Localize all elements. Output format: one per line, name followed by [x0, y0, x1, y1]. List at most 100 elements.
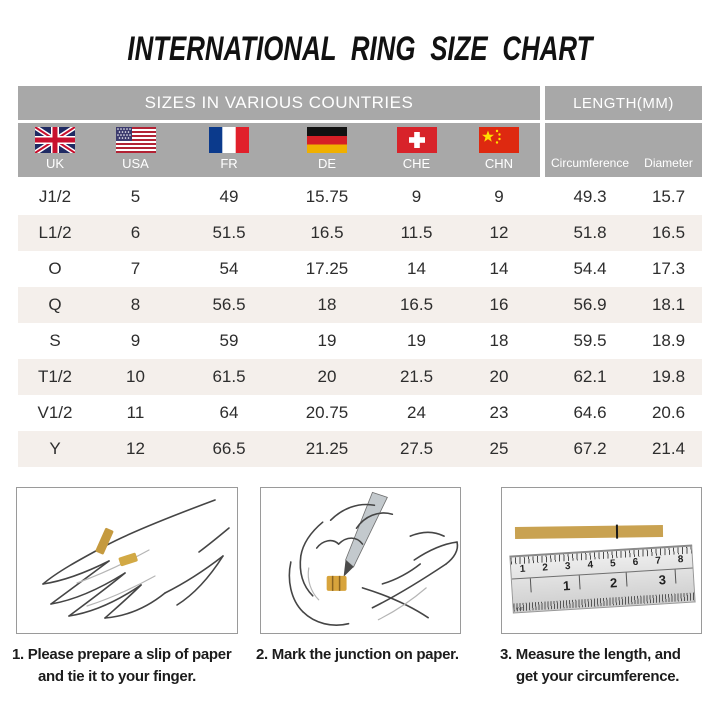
cell-fr: 51.5	[212, 223, 246, 242]
cell-diameter: 15.7	[651, 187, 686, 206]
cell-circumference: 62.1	[573, 367, 607, 386]
column-label-de: DE	[317, 156, 337, 171]
step2-caption: 2. Mark the junction on paper.	[256, 646, 459, 663]
cell-diameter: 18.1	[651, 295, 686, 314]
paper-strip-with-mark	[514, 524, 664, 540]
cell-fr: 64	[219, 403, 239, 422]
cell-circumference: 49.3	[573, 187, 607, 206]
cell-de: 16.5	[310, 223, 344, 242]
ruler-cm-number: 7	[654, 555, 662, 567]
cell-che: 21.5	[399, 367, 434, 386]
cell-fr: 61.5	[212, 367, 246, 386]
cell-che: 9	[411, 187, 422, 206]
length-columns-strip: Circumference Diameter	[545, 123, 702, 177]
cell-circumference: 67.2	[573, 439, 607, 458]
cell-de: 15.75	[305, 187, 349, 206]
column-label-circumference: Circumference	[550, 156, 630, 170]
column-header-usa: USA	[92, 123, 179, 177]
cell-diameter: 18.9	[651, 331, 686, 350]
cell-diameter: 17.3	[651, 259, 686, 278]
column-label-usa: USA	[122, 156, 149, 171]
cell-usa: 9	[130, 331, 141, 350]
page-title-wrap: INTERNATIONAL RING SIZE CHART	[0, 30, 720, 69]
cell-chn: 12	[489, 223, 509, 242]
cell-diameter: 21.4	[651, 439, 686, 458]
cell-fr: 49	[219, 187, 239, 206]
page-title: INTERNATIONAL RING SIZE CHART	[127, 30, 593, 68]
pencil-tip	[343, 560, 354, 577]
ruler-cm-number: 5	[609, 558, 617, 570]
cell-usa: 5	[130, 187, 141, 206]
cell-de: 19	[317, 331, 337, 350]
paper-strip-end	[118, 552, 138, 567]
cell-usa: 10	[126, 367, 145, 386]
cell-chn: 14	[489, 259, 509, 278]
cell-circumference: 59.5	[573, 331, 607, 350]
cell-uk: L1/2	[38, 223, 72, 242]
junction-mark	[615, 524, 618, 539]
cell-chn: 16	[489, 295, 509, 314]
cell-de: 20	[317, 367, 337, 386]
step3-caption: 3. Measure the length, and get your circ…	[500, 646, 681, 685]
cell-che: 27.5	[399, 439, 434, 458]
table-group-header-row: SIZES IN VARIOUS COUNTRIES LENGTH(MM)	[18, 86, 702, 120]
cell-chn: 23	[489, 403, 509, 422]
table-row: L1/2 6 51.5 16.5 11.5 12 51.8 16.5	[18, 215, 702, 251]
group-header-sizes: SIZES IN VARIOUS COUNTRIES	[18, 86, 540, 120]
cell-de: 20.75	[305, 403, 349, 422]
step1-illustration-box	[16, 487, 238, 634]
cell-fr: 56.5	[212, 295, 246, 314]
uk-flag-icon	[35, 127, 75, 153]
column-label-fr: FR	[220, 156, 238, 171]
ruler-inch-number: 3	[658, 572, 667, 588]
column-header-che: CHE	[375, 123, 458, 177]
ring-size-table: SIZES IN VARIOUS COUNTRIES LENGTH(MM)	[18, 86, 702, 467]
france-flag-icon	[209, 127, 249, 153]
cell-diameter: 19.8	[651, 367, 686, 386]
ruler-cm-number: 8	[677, 554, 684, 566]
header-divider	[540, 123, 545, 177]
cell-circumference: 51.8	[573, 223, 607, 242]
step1-caption: 1. Please prepare a slip of paper and ti…	[12, 646, 232, 685]
column-label-diameter: Diameter	[644, 156, 693, 170]
column-header-uk: UK	[18, 123, 92, 177]
cell-uk: O	[48, 259, 62, 278]
ruler-cm-number: 2	[542, 562, 549, 574]
cell-uk: Y	[49, 439, 61, 458]
cell-de: 17.25	[305, 259, 349, 278]
cell-usa: 8	[130, 295, 141, 314]
ruler-inch-number: 2	[609, 575, 618, 591]
cell-diameter: 16.5	[651, 223, 686, 242]
ruler-inch-number: 1	[562, 577, 571, 594]
cell-circumference: 64.6	[573, 403, 607, 422]
table-row: V1/2 11 64 20.75 24 23 64.6 20.6	[18, 395, 702, 431]
column-header-fr: FR	[179, 123, 279, 177]
cell-chn: 25	[489, 439, 509, 458]
step2-illustration-box	[260, 487, 461, 634]
cell-uk: V1/2	[37, 403, 73, 422]
header-divider	[540, 86, 545, 120]
cell-usa: 12	[126, 439, 145, 458]
cell-chn: 9	[494, 187, 504, 206]
column-header-de: DE	[279, 123, 375, 177]
ruler-cm-number: 4	[587, 559, 594, 571]
cell-fr: 66.5	[212, 439, 246, 458]
column-label-che: CHE	[402, 156, 431, 171]
group-header-length: LENGTH(MM)	[545, 86, 702, 120]
table-row: J1/2 5 49 15.75 9 9 49.3 15.7	[18, 179, 702, 215]
usa-flag-icon	[115, 127, 156, 153]
cell-che: 16.5	[399, 295, 434, 314]
cell-fr: 59	[219, 331, 239, 350]
paper-strip	[95, 527, 114, 555]
ruler-cm-number: 6	[632, 556, 639, 569]
germany-flag-icon	[307, 127, 347, 153]
ruler-cm-number: 1	[519, 563, 526, 576]
country-columns-strip: UK	[18, 123, 540, 177]
cell-che: 24	[407, 403, 426, 422]
cell-uk: T1/2	[37, 367, 73, 386]
paper-band	[326, 575, 347, 591]
switzerland-flag-icon	[396, 127, 437, 153]
cell-che: 19	[407, 331, 426, 350]
